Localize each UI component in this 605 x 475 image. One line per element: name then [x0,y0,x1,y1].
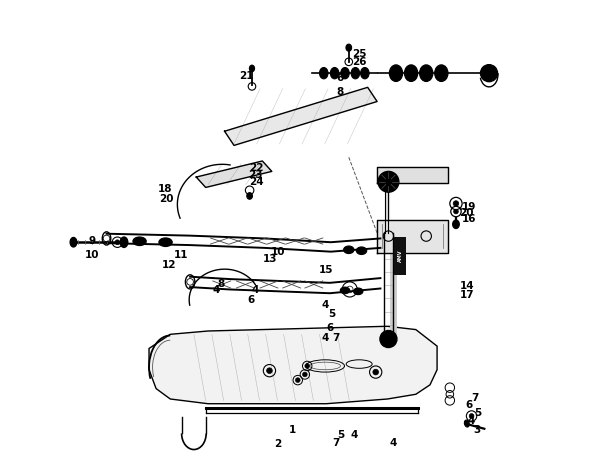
Ellipse shape [70,238,77,247]
Circle shape [453,201,459,206]
Ellipse shape [120,237,128,247]
Circle shape [267,368,272,373]
Circle shape [295,378,300,382]
Polygon shape [377,219,448,253]
Text: 14: 14 [460,281,474,291]
Text: 12: 12 [162,260,177,270]
Text: 16: 16 [462,214,476,224]
Text: 17: 17 [460,290,474,300]
Ellipse shape [340,287,350,294]
Circle shape [362,70,368,76]
Text: 24: 24 [249,177,264,187]
Ellipse shape [351,67,359,79]
Text: 4: 4 [390,438,397,448]
Ellipse shape [353,288,363,294]
Polygon shape [196,161,272,188]
Ellipse shape [356,247,367,255]
Circle shape [373,369,379,375]
Ellipse shape [361,67,369,79]
Bar [394,237,407,276]
Text: 21: 21 [240,71,254,81]
Text: 5: 5 [338,430,345,440]
Text: 7: 7 [332,438,339,448]
Text: 4: 4 [213,285,220,295]
Text: 8: 8 [218,279,225,289]
Text: AMV: AMV [397,250,403,262]
Text: 13: 13 [263,254,278,264]
Ellipse shape [249,65,255,72]
Text: 23: 23 [248,170,263,180]
Ellipse shape [453,220,459,228]
Text: 3: 3 [474,425,481,435]
Ellipse shape [133,237,146,246]
Text: 6: 6 [465,400,473,410]
Text: 4: 4 [351,430,358,440]
Circle shape [305,363,310,368]
Text: 6: 6 [336,73,344,83]
Text: 9: 9 [88,236,96,246]
Text: 5: 5 [474,408,482,418]
Circle shape [378,171,399,192]
Circle shape [469,414,474,418]
Text: 4: 4 [321,332,329,342]
Ellipse shape [330,67,339,79]
Text: 8: 8 [336,87,344,97]
Ellipse shape [420,65,433,81]
Ellipse shape [247,193,252,199]
Text: 1: 1 [289,425,296,435]
Text: 22: 22 [249,162,263,172]
Text: 10: 10 [85,250,99,260]
Text: 4: 4 [252,285,259,295]
Text: 5: 5 [328,309,335,319]
Circle shape [302,372,307,377]
Polygon shape [224,87,377,145]
Text: 11: 11 [174,250,188,260]
Text: 7: 7 [472,393,479,403]
Ellipse shape [405,65,417,81]
Ellipse shape [390,65,402,81]
Ellipse shape [341,67,349,79]
Ellipse shape [159,238,172,247]
Circle shape [353,70,358,76]
Circle shape [384,177,393,187]
Text: 18: 18 [159,184,173,194]
Circle shape [115,240,120,245]
Polygon shape [377,167,448,183]
Text: 26: 26 [352,57,367,67]
Text: 19: 19 [462,202,476,212]
Ellipse shape [319,67,328,79]
Ellipse shape [344,246,354,254]
Polygon shape [149,326,437,404]
Text: 10: 10 [270,247,285,256]
Text: 2: 2 [274,439,281,449]
Ellipse shape [465,420,469,427]
Text: 6: 6 [326,323,333,333]
Text: 4: 4 [321,300,329,310]
Text: 4: 4 [468,416,476,426]
Circle shape [380,331,397,348]
Text: 20: 20 [159,194,174,204]
Ellipse shape [435,65,448,81]
Circle shape [480,65,497,82]
Circle shape [342,70,348,76]
Text: 6: 6 [248,295,255,305]
Text: 20: 20 [460,208,474,218]
Text: 25: 25 [352,49,367,59]
Ellipse shape [346,44,352,51]
Circle shape [454,209,459,214]
Circle shape [332,70,338,76]
Text: 15: 15 [319,265,333,275]
Text: 7: 7 [332,332,339,342]
Circle shape [321,70,327,76]
